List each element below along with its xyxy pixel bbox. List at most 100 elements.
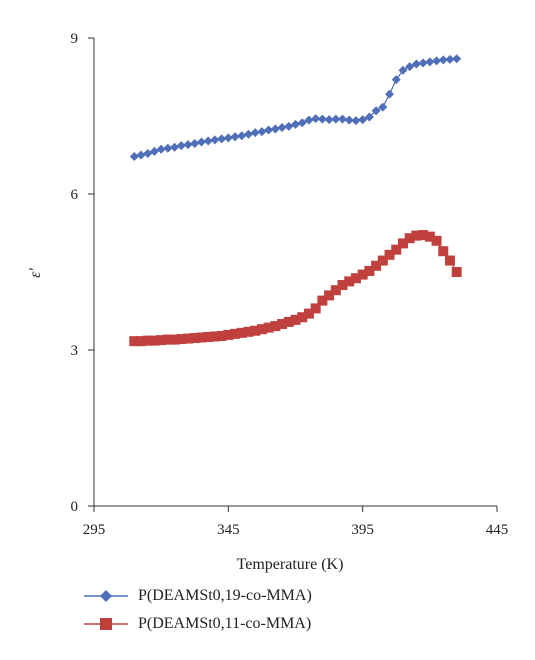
series-1-point <box>156 144 166 154</box>
series-2-point <box>149 335 160 346</box>
series-1-point <box>344 115 354 125</box>
series-2-point <box>290 314 301 325</box>
series-2-point <box>371 260 382 271</box>
y-tick-label: 6 <box>71 187 79 203</box>
series-1-point <box>190 139 200 149</box>
series-1-point <box>270 124 280 134</box>
series-2-point <box>330 285 341 296</box>
series-2-point <box>243 326 254 337</box>
series-2-point <box>162 334 173 345</box>
series-1-point <box>324 115 334 125</box>
series-1-point <box>237 131 247 141</box>
series-2-point <box>270 321 281 332</box>
y-tick-label: 9 <box>71 31 79 47</box>
series-1-point <box>129 152 139 162</box>
x-tick-label: 345 <box>217 522 240 538</box>
series-2-point <box>297 312 308 323</box>
series-1-point <box>438 55 448 65</box>
series-1-point <box>452 54 462 64</box>
series-1-point <box>149 146 159 156</box>
series-1-point <box>217 134 227 144</box>
series-2-point <box>250 325 261 336</box>
series-2-point <box>377 255 388 266</box>
series-1-point <box>418 58 428 68</box>
y-tick-label: 3 <box>71 343 79 359</box>
series-1-point <box>358 115 368 125</box>
x-tick-label: 445 <box>486 522 509 538</box>
legend-swatch-diamond-icon <box>84 590 128 602</box>
series-2-point <box>391 244 402 255</box>
series-2-point <box>357 269 368 280</box>
legend-item-series-1: P(DEAMSt0,19-co-MMA) <box>82 584 312 608</box>
series-2-point <box>203 332 214 342</box>
series-1-point <box>425 57 435 67</box>
dielectric-constant-chart: 0 3 6 9 295 345 395 445 Temperature (K) ε′ <box>27 31 509 573</box>
series-2-point <box>397 238 408 249</box>
series-2-point <box>169 334 180 345</box>
series-2-point <box>404 233 415 244</box>
series-2-point <box>283 316 294 327</box>
y-tick-label: 0 <box>71 499 79 515</box>
series-1-point <box>297 118 307 128</box>
series-2-point <box>223 329 234 340</box>
series-2-point <box>256 324 267 335</box>
series-1-point <box>250 128 260 138</box>
series-2-point <box>263 322 274 333</box>
series-1-point <box>405 62 415 72</box>
series-1-point <box>338 114 348 124</box>
series-2-point <box>424 231 435 242</box>
series-1-point <box>210 135 220 145</box>
legend-item-series-2: P(DEAMSt0,11-co-MMA) <box>82 612 312 636</box>
series-2-point <box>418 230 429 241</box>
series-2-point <box>303 308 314 319</box>
x-axis-title: Temperature (K) <box>237 556 344 573</box>
series-1-point <box>385 89 395 99</box>
series-1-point <box>277 122 287 132</box>
x-tick-label: 395 <box>351 522 374 538</box>
series-2-point <box>317 295 328 306</box>
series-1-line <box>134 58 457 158</box>
legend-label-series-1: P(DEAMSt0,19-co-MMA) <box>138 587 312 604</box>
series-1-point <box>304 115 314 125</box>
series-2-point <box>196 332 207 343</box>
y-axis-title: ε′ <box>27 268 44 278</box>
series-2-point <box>189 333 200 344</box>
series-2-point <box>209 331 220 342</box>
series-2-point <box>310 303 321 314</box>
series-1-point <box>317 114 327 124</box>
series-1-point <box>176 141 186 151</box>
series-1-point <box>378 102 388 112</box>
series-1-point <box>203 136 213 146</box>
series-1-point <box>432 56 442 66</box>
series-2-point <box>156 335 167 346</box>
series-1-point <box>445 54 455 64</box>
series-2-point <box>136 336 147 347</box>
series-2-point <box>176 334 187 345</box>
series-1-point <box>391 75 401 85</box>
legend: P(DEAMSt0,19-co-MMA) P(DEAMSt0,11-co-MMA… <box>82 584 312 640</box>
series-1-point <box>230 132 240 142</box>
series-2-point <box>364 265 375 276</box>
series-1-point <box>331 114 341 124</box>
series-1-point <box>284 121 294 131</box>
series-1-point <box>371 106 381 116</box>
legend-label-series-2: P(DEAMSt0,11-co-MMA) <box>138 615 312 632</box>
series-2-point <box>277 319 288 329</box>
series-2-point <box>451 267 462 277</box>
series-1-point <box>351 116 361 126</box>
series-1-point <box>257 127 267 137</box>
series-1-point <box>223 133 233 143</box>
series-2-point <box>411 230 422 241</box>
series-1-point <box>243 129 253 139</box>
series-1-point <box>364 112 374 122</box>
series-2-point <box>216 330 227 341</box>
series-2-point <box>438 246 449 257</box>
series-2-point <box>344 276 355 287</box>
series-2-point <box>236 327 247 338</box>
series-2-point <box>350 273 361 284</box>
series-1-point <box>411 59 421 69</box>
series-2-line <box>134 234 458 342</box>
series-2-point <box>183 333 194 344</box>
series-1-point <box>136 150 146 160</box>
series-2-point <box>431 235 442 246</box>
